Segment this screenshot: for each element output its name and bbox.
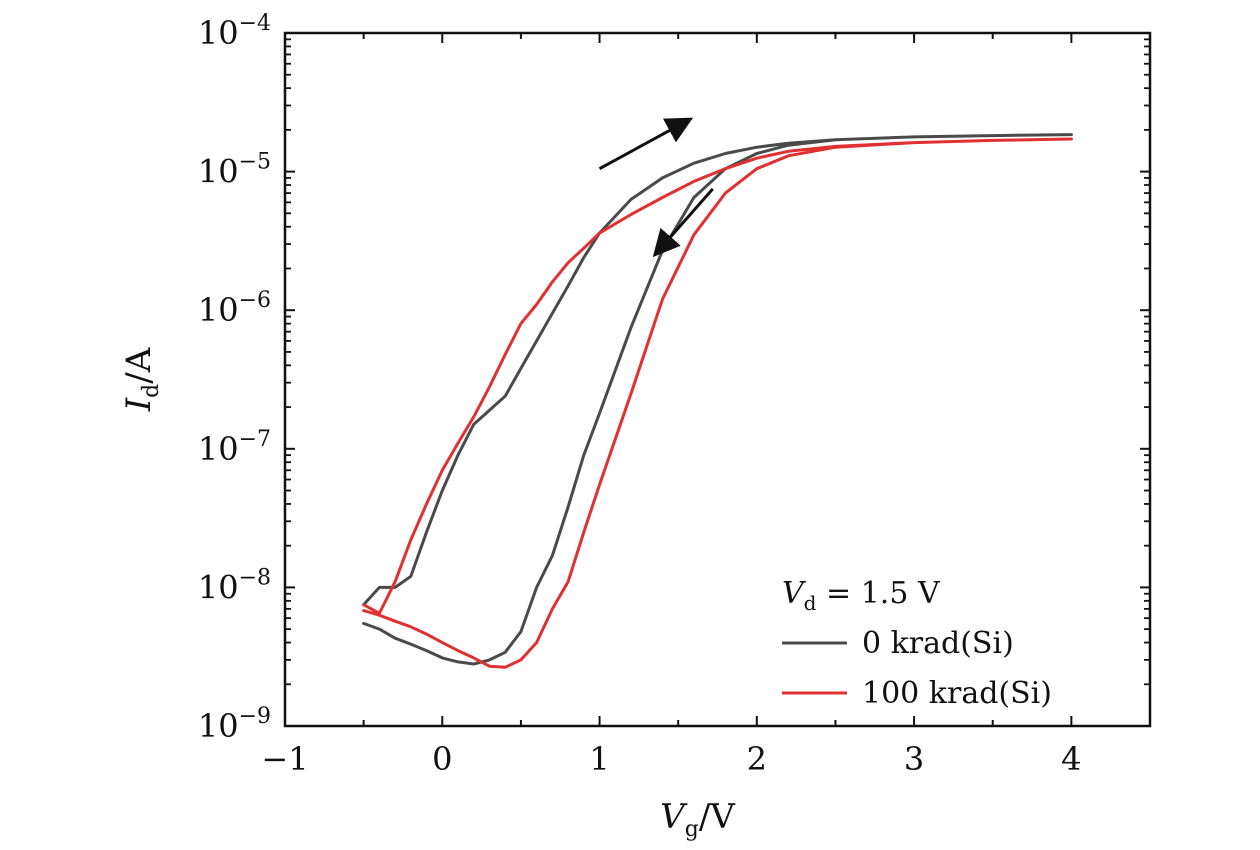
plot-frame xyxy=(283,31,1152,728)
legend: Vd = 1.5 V 0 krad(Si) 100 krad(Si) xyxy=(782,576,1052,711)
y-tick-label: 10−4 xyxy=(198,11,271,52)
annotation-layer xyxy=(598,117,714,258)
x-axis-label: Vg/V xyxy=(660,797,736,842)
series-layer xyxy=(362,133,1073,669)
x-tick-label: 4 xyxy=(1061,740,1081,778)
y-tick-label: 10−5 xyxy=(198,150,271,191)
x-tick-label: 1 xyxy=(589,740,609,778)
x-tick-label: −1 xyxy=(261,740,308,778)
legend-label-0: 0 krad(Si) xyxy=(862,626,1014,661)
x-tick-label: 0 xyxy=(432,740,452,778)
series-line-0 xyxy=(362,133,1073,666)
sweep-arrow-0 xyxy=(598,117,694,170)
y-tick-label: 10−6 xyxy=(198,288,271,329)
axes-layer: −1 0 1 2 3 4 10−9 10−8 10−7 10−6 10−5 10−4 Vg/V Id/A xyxy=(119,11,1152,842)
y-tick-label: 10−9 xyxy=(198,704,271,745)
sweep-arrow-1 xyxy=(652,187,714,258)
legend-title: Vd = 1.5 V xyxy=(782,576,941,615)
y-axis-label: Id/A xyxy=(119,347,164,412)
x-tick-label: 3 xyxy=(904,740,924,778)
x-tick-label: 2 xyxy=(747,740,767,778)
legend-label-1: 100 krad(Si) xyxy=(862,676,1052,711)
y-tick-label: 10−7 xyxy=(198,427,271,468)
series-line-1 xyxy=(362,137,1073,669)
y-tick-label: 10−8 xyxy=(198,565,271,606)
